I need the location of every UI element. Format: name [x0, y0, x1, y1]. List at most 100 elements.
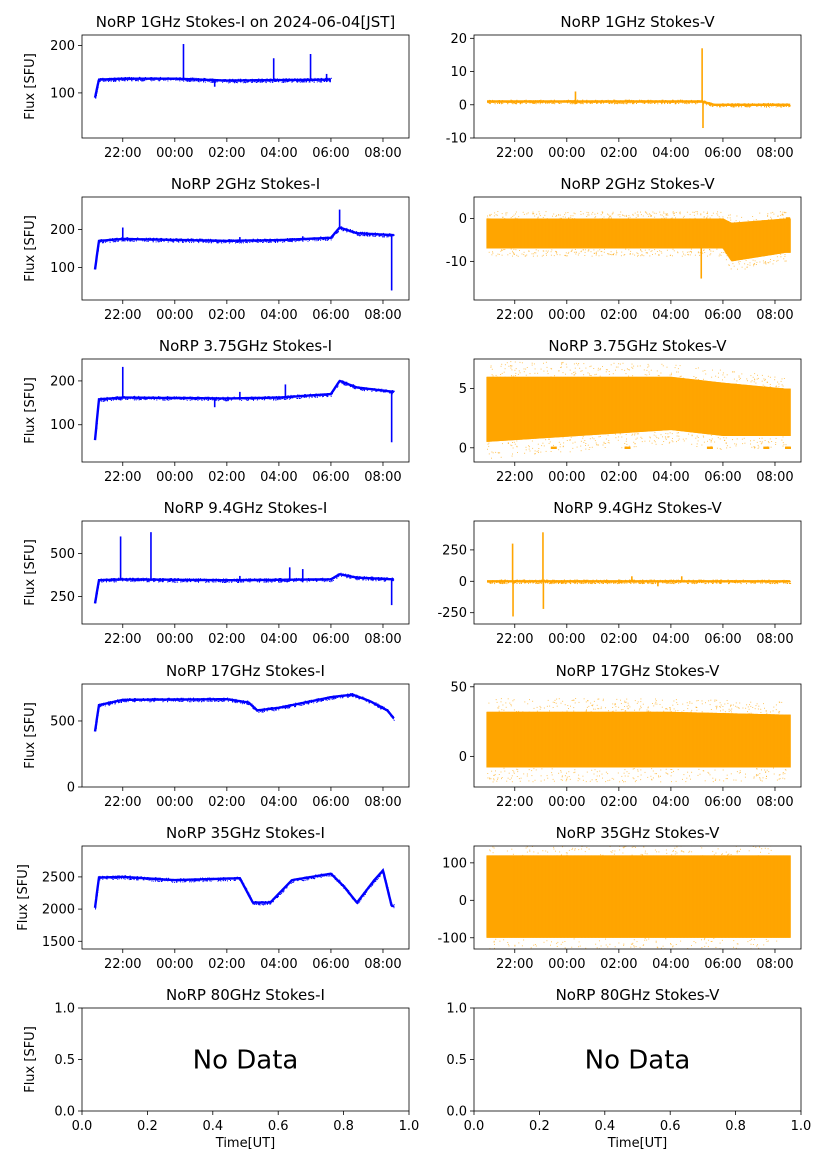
data-point — [265, 396, 266, 398]
data-point — [558, 370, 560, 372]
data-point — [787, 103, 789, 105]
data-point — [612, 211, 614, 213]
data-point — [204, 240, 206, 242]
data-point — [274, 240, 276, 242]
x-tick-label: 06:00 — [704, 146, 741, 161]
data-point — [759, 212, 761, 214]
data-point — [243, 240, 245, 242]
data-point — [569, 369, 571, 371]
data-point — [565, 373, 566, 375]
data-point — [618, 101, 620, 102]
data-point — [540, 102, 541, 104]
data-point — [781, 214, 783, 216]
data-point — [777, 105, 778, 107]
data-point — [782, 385, 784, 387]
data-point — [780, 380, 782, 382]
data-point — [542, 217, 544, 218]
data-point — [128, 79, 130, 81]
data-point — [613, 362, 615, 364]
data-point — [285, 239, 287, 241]
data-point — [735, 220, 737, 222]
data-point — [542, 254, 544, 256]
data-point — [203, 80, 205, 82]
data-point — [728, 264, 730, 266]
data-point — [368, 233, 370, 235]
data-point — [784, 254, 786, 255]
data-point — [596, 100, 598, 102]
data-point — [188, 79, 190, 81]
data-point — [263, 79, 265, 81]
data-point — [191, 77, 193, 79]
data-point — [532, 447, 534, 449]
data-point — [307, 78, 309, 80]
data-point — [135, 397, 137, 399]
data-point — [709, 104, 710, 106]
data-point — [166, 397, 168, 399]
data-point — [165, 79, 167, 81]
data-point — [116, 397, 118, 399]
data-point — [548, 102, 550, 104]
data-point — [133, 240, 135, 242]
data-point — [123, 80, 125, 82]
data-point — [635, 438, 637, 440]
data-point — [781, 106, 783, 108]
data-point — [583, 363, 585, 365]
data-point — [545, 450, 547, 452]
data-point — [644, 374, 646, 376]
data-point — [276, 398, 278, 400]
data-point — [365, 234, 367, 236]
data-point — [703, 378, 704, 380]
data-point — [119, 79, 121, 80]
data-point — [776, 260, 778, 262]
data-point — [744, 442, 746, 444]
data-point — [118, 80, 120, 82]
data-point — [780, 106, 781, 108]
data-point — [766, 106, 767, 108]
data-point — [489, 103, 491, 105]
data-point — [562, 446, 564, 448]
data-point — [699, 252, 701, 254]
data-point — [768, 442, 770, 444]
data-point — [573, 374, 575, 376]
data-point — [118, 77, 120, 79]
data-point — [501, 100, 503, 102]
data-point — [579, 102, 581, 103]
data-point — [653, 440, 655, 442]
data-point — [203, 399, 205, 401]
data-point — [106, 396, 108, 398]
data-point — [772, 211, 774, 213]
data-point — [389, 392, 391, 393]
data-point — [218, 397, 220, 399]
data-point — [569, 451, 571, 453]
data-point — [619, 363, 621, 365]
data-point — [553, 99, 555, 101]
data-point — [157, 240, 159, 242]
data-point — [138, 76, 140, 78]
data-point — [248, 398, 250, 400]
data-point — [280, 239, 282, 240]
data-point — [751, 380, 753, 382]
data-point — [575, 101, 577, 102]
data-point — [559, 217, 561, 219]
data-point — [171, 79, 173, 81]
data-point — [665, 437, 667, 439]
data-point — [200, 80, 202, 82]
data-point — [594, 440, 596, 442]
x-tick-label: 04:00 — [260, 146, 297, 161]
data-point — [491, 374, 493, 376]
data-point — [598, 436, 600, 438]
data-point — [585, 367, 587, 369]
data-point — [361, 233, 362, 235]
data-point — [545, 102, 547, 104]
data-point — [194, 398, 196, 400]
data-point — [647, 99, 649, 101]
data-point — [282, 79, 284, 81]
data-point — [585, 448, 587, 450]
data-point — [311, 396, 313, 398]
data-point — [182, 241, 183, 243]
data-point — [160, 397, 162, 399]
data-point — [268, 241, 270, 243]
data-point — [650, 99, 652, 101]
data-point — [206, 239, 208, 241]
